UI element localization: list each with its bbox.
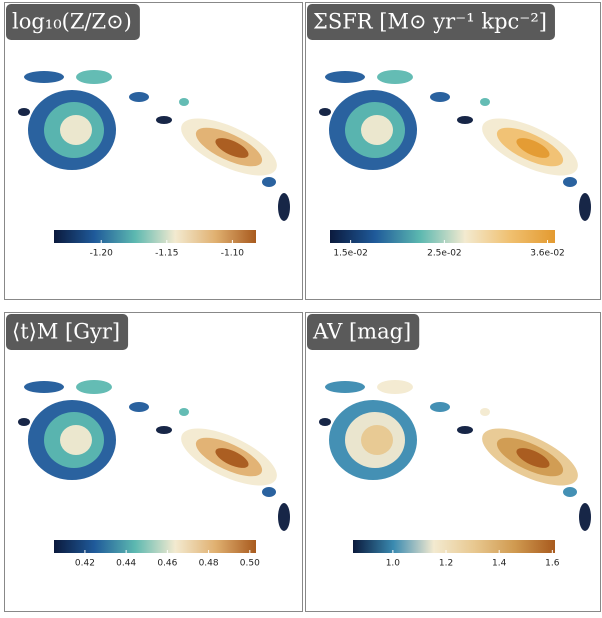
colorbar-tick-label: -1.10	[221, 249, 245, 259]
colorbar-tick-label: -1.20	[90, 249, 114, 259]
map-region	[480, 408, 490, 416]
panel-title: ΣSFR [M⊙ yr⁻¹ kpc⁻²]	[313, 10, 547, 34]
map-region	[430, 402, 450, 412]
map-region	[60, 425, 92, 455]
map-region	[319, 418, 331, 426]
map-region	[319, 108, 331, 116]
panel: log₁₀(Z/Z⊙) -1.20 -1.15 -1.10	[5, 3, 303, 300]
map-region	[457, 116, 473, 124]
colorbar-tick-label: 0.48	[199, 559, 219, 569]
panel-title: ⟨t⟩M [Gyr]	[12, 320, 120, 344]
map-region	[18, 108, 30, 116]
map-region	[377, 380, 413, 394]
map-region	[579, 503, 591, 531]
map-region	[325, 71, 365, 83]
map-region	[24, 71, 64, 83]
map-region	[60, 115, 92, 145]
colorbar	[353, 540, 555, 553]
map-region	[129, 402, 149, 412]
map-region	[156, 426, 172, 434]
panel: ΣSFR [M⊙ yr⁻¹ kpc⁻²] 1.5e-02 2.5e-02 3.6e-0…	[306, 3, 601, 300]
map-region	[278, 503, 290, 531]
colorbar-tick-label: 3.6e-02	[530, 249, 565, 259]
map-region	[361, 115, 393, 145]
map-region	[24, 381, 64, 393]
map-region	[76, 70, 112, 84]
map-region	[325, 381, 365, 393]
map-region	[563, 177, 577, 187]
figure: log₁₀(Z/Z⊙) -1.20 -1.15 -1.10 ΣSFR [M⊙ yr⁻¹ …	[0, 0, 602, 614]
map-region	[129, 92, 149, 102]
panel-title: AV [mag]	[312, 320, 411, 344]
colorbar-tick-label: 1.6	[545, 559, 560, 569]
map-region	[563, 487, 577, 497]
colorbar-tick-label: 1.0	[386, 559, 401, 569]
map-region	[179, 408, 189, 416]
colorbar	[54, 540, 256, 553]
colorbar-tick-label: 0.46	[157, 559, 177, 569]
map-region	[156, 116, 172, 124]
map-region	[18, 418, 30, 426]
map-region	[361, 425, 393, 455]
panel: AV [mag] 1.0 1.2 1.4 1.6	[306, 313, 601, 612]
map-region	[430, 92, 450, 102]
colorbar-tick-label: 1.5e-02	[333, 249, 368, 259]
colorbar-tick-label: 1.4	[492, 559, 507, 569]
colorbar-tick-label: 0.44	[116, 559, 136, 569]
colorbar	[330, 230, 555, 243]
map-region	[179, 98, 189, 106]
panel: ⟨t⟩M [Gyr] 0.42 0.44 0.46 0.48 0.50	[5, 313, 303, 612]
colorbar	[54, 230, 256, 243]
map-region	[278, 193, 290, 221]
map-region	[76, 380, 112, 394]
colorbar-tick-label: 0.42	[75, 559, 95, 569]
map-region	[262, 177, 276, 187]
map-region	[377, 70, 413, 84]
colorbar-tick-label: 2.5e-02	[427, 249, 462, 259]
colorbar-tick-label: -1.15	[155, 249, 178, 259]
colorbar-tick-label: 1.2	[439, 559, 453, 569]
panel-title: log₁₀(Z/Z⊙)	[12, 10, 132, 34]
map-region	[262, 487, 276, 497]
map-region	[579, 193, 591, 221]
colorbar-tick-label: 0.50	[240, 559, 260, 569]
map-region	[457, 426, 473, 434]
map-region	[480, 98, 490, 106]
